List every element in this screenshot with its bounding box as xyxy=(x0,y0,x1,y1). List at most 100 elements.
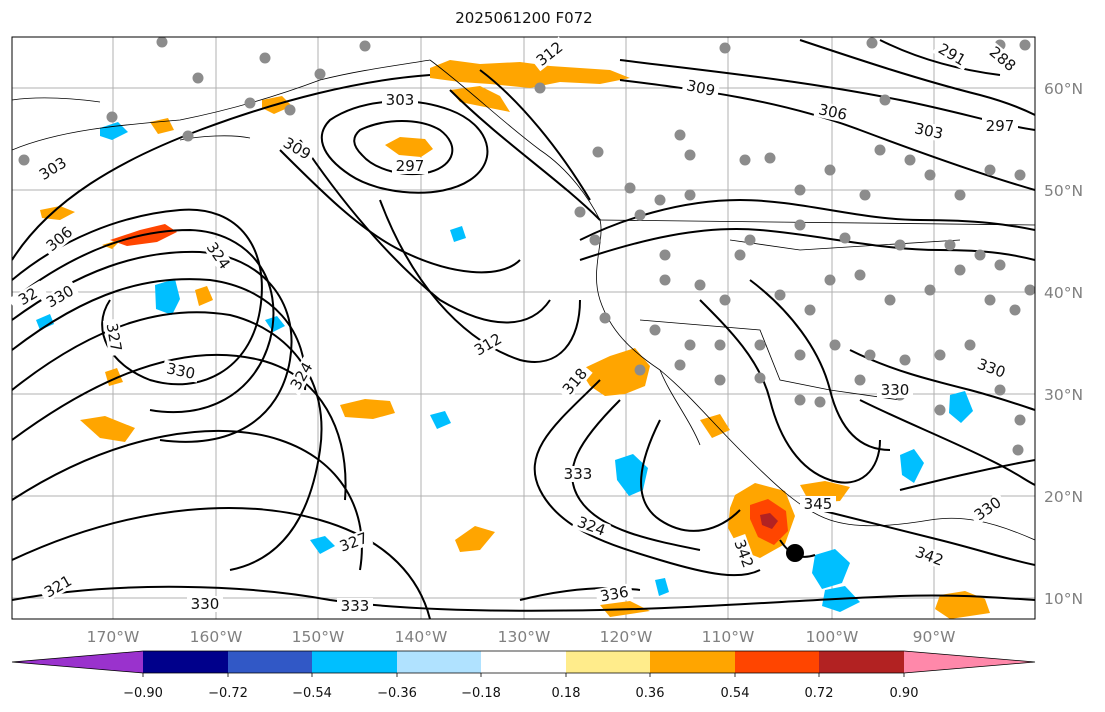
station-dot xyxy=(854,374,866,386)
contour-label-bg xyxy=(161,359,201,383)
colorbar-tick-label: −0.18 xyxy=(461,686,501,701)
latitude-labels: 60°N 50°N 40°N 30°N 20°N 10°N xyxy=(1044,80,1083,608)
station-dot xyxy=(284,104,296,116)
contour-label-bg xyxy=(40,221,79,257)
station-dot xyxy=(794,349,806,361)
lat-label: 20°N xyxy=(1044,488,1083,506)
station-dot xyxy=(634,364,646,376)
station-dot xyxy=(674,359,686,371)
colorbar-tick-label: 0.90 xyxy=(890,686,919,701)
contour-label-bg xyxy=(813,100,853,124)
contour-label-bg xyxy=(277,132,317,165)
contour-label: 297 xyxy=(396,157,425,175)
contour-label-bg xyxy=(40,280,80,313)
contour-label-bg xyxy=(8,280,48,313)
station-dot xyxy=(794,219,806,231)
contour-label: 306 xyxy=(817,100,849,124)
station-dot xyxy=(714,374,726,386)
station-dot xyxy=(359,40,371,52)
station-dot xyxy=(964,339,976,351)
station-dot xyxy=(864,349,876,361)
contour-label-bg xyxy=(971,354,1012,382)
contour-label-bg xyxy=(968,491,1008,526)
lat-label: 30°N xyxy=(1044,386,1083,404)
contour-label-bg xyxy=(102,318,125,357)
contour-label-bg xyxy=(800,496,836,512)
station-dot xyxy=(824,164,836,176)
station-dot xyxy=(574,206,586,218)
station-dot xyxy=(684,189,696,201)
station-dot xyxy=(764,152,776,164)
station-dot xyxy=(684,339,696,351)
colorbar-segment xyxy=(735,651,819,673)
station-dot xyxy=(924,284,936,296)
contour-label-bg xyxy=(468,328,508,361)
station-dot xyxy=(659,249,671,261)
contour-label: 345 xyxy=(804,495,833,513)
contour-label-bg xyxy=(877,382,913,398)
lon-label: 150°W xyxy=(292,628,345,646)
station-dot xyxy=(1024,284,1035,296)
station-dot xyxy=(714,339,726,351)
contour-label-bg xyxy=(337,598,373,614)
map-frame xyxy=(11,36,1036,620)
station-dot xyxy=(794,394,806,406)
colorbar-segment xyxy=(312,651,397,673)
colorbar-segment xyxy=(481,651,566,673)
contour-label-bg xyxy=(681,76,721,100)
colorbar-segment xyxy=(819,651,904,673)
colorbar-tick-label: −0.72 xyxy=(208,686,248,701)
station-dot xyxy=(624,182,636,194)
station-dot xyxy=(754,339,766,351)
station-dot xyxy=(156,37,168,48)
contour-label: 330 xyxy=(191,595,220,613)
colorbar-segment xyxy=(566,651,650,673)
station-dot xyxy=(899,354,911,366)
colorbar-tick-label: −0.54 xyxy=(292,686,332,701)
station-dot xyxy=(599,312,611,324)
contour-label-bg xyxy=(560,466,596,482)
station-dot xyxy=(866,37,878,49)
colorbar-segment xyxy=(228,651,312,673)
lat-label: 60°N xyxy=(1044,80,1083,98)
station-dot xyxy=(859,189,871,201)
colorbar-tick-label: −0.90 xyxy=(123,686,163,701)
contour-label: 303 xyxy=(386,91,415,109)
contour-label-bg xyxy=(201,236,236,276)
contour-label: 297 xyxy=(986,117,1015,135)
station-dot xyxy=(974,249,986,261)
contour-label-bg xyxy=(38,570,78,603)
station-dot xyxy=(1014,169,1026,181)
station-dot xyxy=(1009,304,1021,316)
station-dot xyxy=(934,349,946,361)
station-dot xyxy=(654,194,666,206)
lon-label: 130°W xyxy=(498,628,551,646)
station-dot xyxy=(314,68,326,80)
height-contours xyxy=(12,39,1035,619)
lon-label: 110°W xyxy=(702,628,755,646)
colorbar-tick-label: 0.54 xyxy=(721,686,750,701)
station-dot xyxy=(734,249,746,261)
colorbar-tick-label: 0.18 xyxy=(552,686,581,701)
station-dot xyxy=(804,304,816,316)
station-dot xyxy=(824,274,836,286)
vorticity-shading xyxy=(36,60,990,619)
station-dot xyxy=(649,324,661,336)
colorbar-tick-label: −0.36 xyxy=(377,686,417,701)
station-dot xyxy=(592,146,604,158)
station-dot xyxy=(694,279,706,291)
colorbar: −0.90 −0.72 −0.54 −0.36 −0.18 0.18 0.36 0.54 0.7… xyxy=(11,650,1036,701)
station-dot xyxy=(674,129,686,141)
station-dot xyxy=(954,189,966,201)
station-dot xyxy=(984,294,996,306)
station-dot xyxy=(1019,39,1031,51)
colorbar-segment xyxy=(650,651,735,673)
colorbar-segment xyxy=(397,651,481,673)
contour-label: 309 xyxy=(685,76,717,100)
contour-label: 303 xyxy=(913,119,945,143)
contour-label-bg xyxy=(932,38,972,71)
contour-label: 330 xyxy=(165,359,197,383)
lon-label: 160°W xyxy=(190,628,243,646)
colorbar-segment xyxy=(12,651,143,673)
